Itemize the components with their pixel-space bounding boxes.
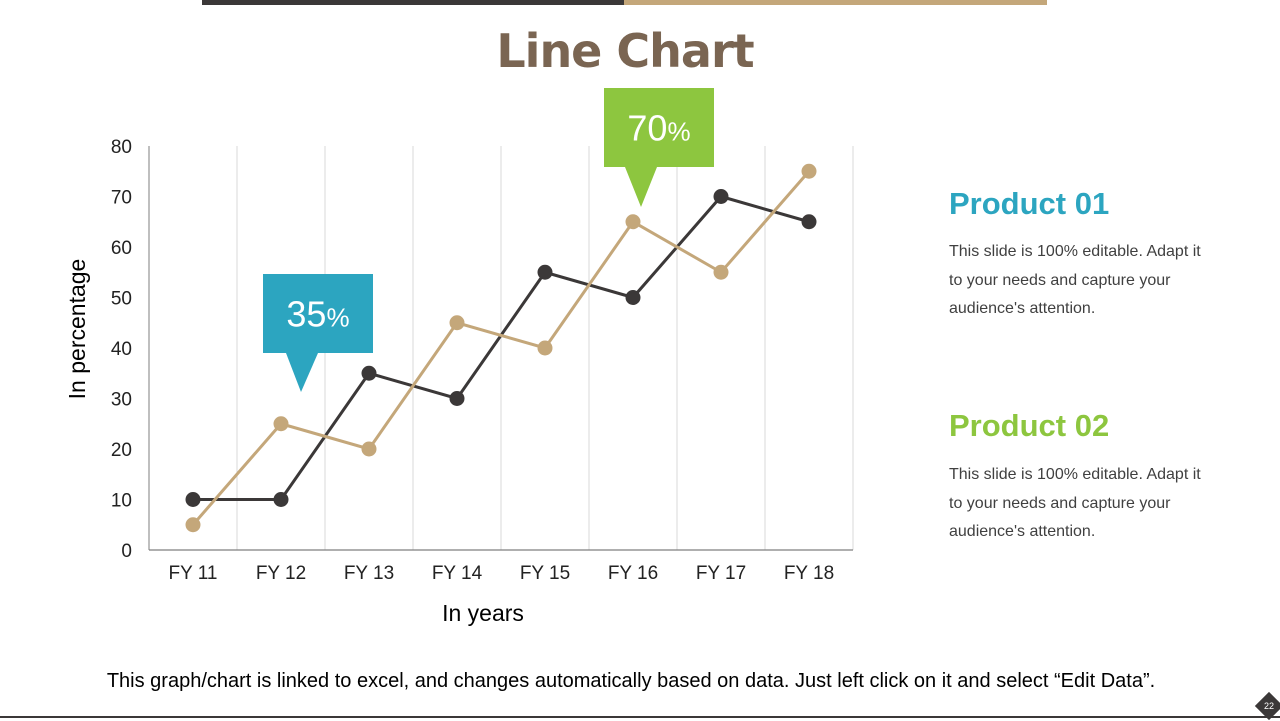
series-2-point [361,441,377,457]
series-1-point [537,264,553,280]
y-tick-label: 30 [111,390,132,411]
product-02-description: This slide is 100% editable. Adapt it to… [949,466,1201,540]
slide-title: Line Chart [496,24,754,78]
y-axis-title: In percentage [64,259,90,400]
x-tick-label: FY 11 [169,563,218,584]
callout-pointer [625,167,657,207]
series-1-point [449,391,465,406]
y-tick-label: 40 [111,339,132,360]
x-tick-label: FY 18 [784,563,834,584]
series-2-point [537,340,553,356]
x-tick-label: FY 13 [344,563,394,584]
series-2-point [625,214,641,230]
footer-note: This graph/chart is linked to excel, and… [106,670,1156,692]
series-1-point [273,492,289,507]
series-2-point [273,416,289,432]
x-tick-label: FY 14 [432,563,483,584]
callout-pointer [286,353,318,392]
x-tick-label: FY 15 [520,563,570,584]
x-tick-label: FY 17 [696,563,746,584]
x-tick-label: FY 16 [608,563,658,584]
callout-label: 70% [627,108,690,149]
top-accent-bar-dark [202,0,624,5]
y-tick-label: 80 [111,137,132,158]
y-tick-label: 70 [111,188,132,209]
y-tick-label: 50 [111,289,132,310]
y-tick-label: 0 [121,541,132,562]
series-2-point [449,315,465,331]
callout-box [604,88,714,167]
product-02-title: Product 02 [949,408,1110,443]
page-number: 22 [1263,700,1275,711]
series-2-point [713,264,729,280]
series-1-point [361,365,377,381]
series-1-point [713,189,729,204]
top-accent-bar-tan [624,0,1047,5]
series-2-point [801,163,817,179]
x-tick-label: FY 12 [256,563,306,584]
y-tick-label: 60 [111,238,132,259]
y-tick-label: 20 [111,440,132,461]
series-1-point [185,492,201,507]
series-2-point [185,517,201,533]
series-1-point [625,290,641,305]
callout-label: 35% [286,294,349,335]
series-2-line [191,170,811,526]
callout-box [263,274,373,353]
product-01-description: This slide is 100% editable. Adapt it to… [949,243,1201,317]
series-1-point [801,214,817,230]
product-01-title: Product 01 [949,186,1110,221]
y-tick-label: 10 [111,491,132,512]
bottom-divider [0,716,1280,718]
x-axis-title: In years [442,600,524,626]
